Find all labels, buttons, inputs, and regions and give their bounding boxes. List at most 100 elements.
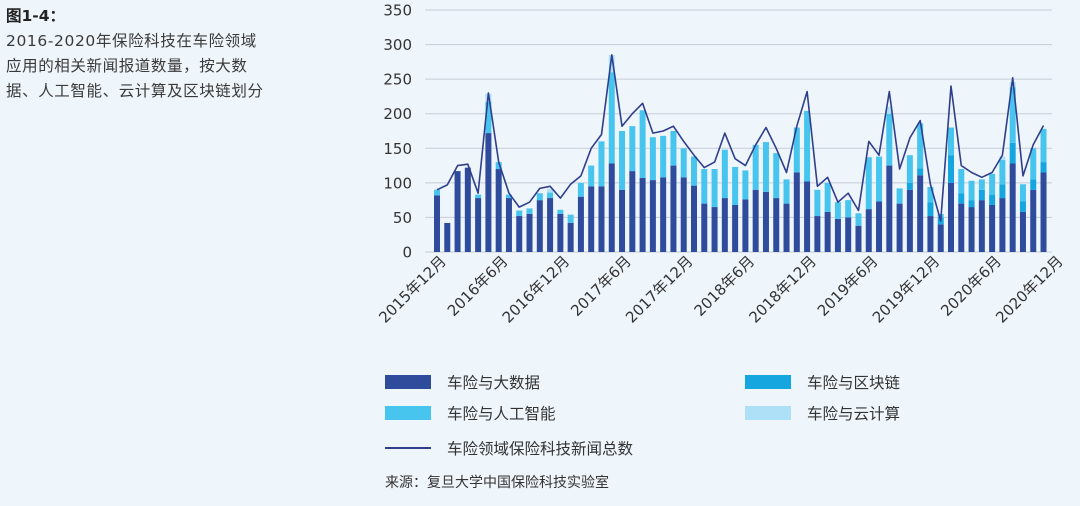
bar-big_data-41 bbox=[855, 225, 862, 252]
y-tick-label-150: 150 bbox=[383, 140, 412, 158]
bar-big_data-34 bbox=[783, 203, 790, 252]
bar-ai-58 bbox=[1030, 148, 1037, 180]
bar-ai-6 bbox=[495, 162, 502, 170]
figure-description-line-2: 应用的相关新闻报道数量，按大数 bbox=[6, 57, 248, 75]
bar-big_data-42 bbox=[865, 209, 872, 252]
bar-ai-42 bbox=[865, 157, 872, 210]
legend-swatch-cloud bbox=[745, 406, 791, 420]
legend-swatch-blockchain bbox=[745, 375, 791, 389]
bar-big_data-24 bbox=[680, 177, 687, 252]
bar-ai-16 bbox=[598, 141, 605, 187]
y-tick-label-200: 200 bbox=[383, 105, 412, 123]
bar-blockchain-51 bbox=[958, 193, 965, 204]
bar-ai-26 bbox=[701, 169, 708, 204]
bar-big_data-59 bbox=[1040, 172, 1047, 252]
bar-ai-5 bbox=[485, 101, 492, 134]
bar-cloud-55 bbox=[999, 156, 1006, 161]
bar-ai-20 bbox=[639, 110, 646, 179]
legend-label-big_data: 车险与大数据 bbox=[447, 374, 540, 392]
gridlines bbox=[425, 9, 1052, 253]
x-tick-label-30: 2018年6月 bbox=[691, 252, 759, 320]
bar-big_data-3 bbox=[464, 167, 471, 252]
bar-big_data-51 bbox=[958, 203, 965, 252]
bar-ai-41 bbox=[855, 213, 862, 226]
bar-ai-4 bbox=[475, 194, 482, 199]
bar-ai-15 bbox=[588, 165, 595, 187]
bar-blockchain-55 bbox=[999, 184, 1006, 199]
bar-big_data-38 bbox=[824, 211, 831, 252]
bar-big_data-6 bbox=[495, 169, 502, 252]
bar-big_data-36 bbox=[804, 181, 811, 252]
bar-big_data-45 bbox=[896, 203, 903, 252]
bar-big_data-48 bbox=[927, 216, 934, 252]
bar-big_data-43 bbox=[876, 201, 883, 252]
bar-big_data-50 bbox=[948, 182, 954, 252]
bar-big_data-8 bbox=[516, 216, 523, 252]
bar-big_data-31 bbox=[752, 189, 759, 252]
x-axis-tick-labels: 2015年12月2016年6月2016年12月2017年6月2017年12月20… bbox=[375, 252, 1066, 326]
bar-ai-34 bbox=[783, 179, 790, 204]
x-tick-label-0: 2015年12月 bbox=[375, 252, 449, 326]
bar-big_data-56 bbox=[1009, 163, 1016, 252]
total-news-line bbox=[436, 54, 1045, 222]
bar-big_data-18 bbox=[619, 189, 626, 252]
bar-big_data-10 bbox=[536, 200, 543, 252]
x-tick-label-54: 2020年6月 bbox=[937, 252, 1005, 320]
bar-ai-8 bbox=[516, 210, 523, 217]
bar-ai-56 bbox=[1009, 87, 1016, 143]
bar-big_data-52 bbox=[968, 207, 975, 252]
y-tick-label-300: 300 bbox=[383, 36, 412, 54]
bar-ai-35 bbox=[793, 127, 800, 173]
legend-swatch-big_data bbox=[385, 375, 431, 389]
bar-ai-57 bbox=[1019, 184, 1026, 202]
bar-ai-18 bbox=[619, 131, 626, 190]
bar-big_data-25 bbox=[691, 185, 697, 252]
y-axis-tick-labels: 0 50 100 150 200 250 300 350 bbox=[383, 2, 412, 262]
bar-ai-36 bbox=[804, 110, 811, 182]
bar-ai-45 bbox=[896, 188, 903, 204]
bar-big_data-9 bbox=[526, 213, 533, 252]
bar-big_data-57 bbox=[1019, 211, 1026, 252]
total-line bbox=[436, 54, 1045, 222]
bar-ai-17 bbox=[608, 72, 615, 164]
bar-ai-0 bbox=[434, 189, 440, 196]
bar-ai-22 bbox=[660, 135, 667, 178]
bar-big_data-55 bbox=[999, 198, 1006, 252]
y-tick-label-0: 0 bbox=[402, 244, 412, 262]
bar-big_data-29 bbox=[732, 204, 739, 252]
bar-ai-33 bbox=[773, 153, 780, 199]
bar-blockchain-59 bbox=[1040, 162, 1047, 173]
bar-big_data-12 bbox=[557, 213, 564, 252]
bars bbox=[434, 54, 1047, 252]
bar-big_data-14 bbox=[577, 196, 584, 252]
bar-big_data-7 bbox=[505, 198, 512, 252]
bar-big_data-39 bbox=[834, 218, 841, 252]
bar-blockchain-46 bbox=[906, 182, 913, 190]
bar-big_data-35 bbox=[793, 172, 800, 252]
bar-ai-9 bbox=[526, 208, 533, 214]
bar-ai-14 bbox=[577, 182, 584, 197]
bar-ai-48 bbox=[927, 187, 934, 203]
bar-ai-10 bbox=[536, 193, 543, 201]
figure-description-line-1: 2016-2020年保险科技在车险领域 bbox=[6, 32, 257, 50]
bar-blockchain-58 bbox=[1030, 179, 1037, 190]
bar-big_data-17 bbox=[608, 163, 615, 252]
bar-big_data-49 bbox=[937, 224, 944, 252]
bar-big_data-44 bbox=[886, 165, 893, 252]
bar-blockchain-50 bbox=[948, 155, 954, 183]
bar-big_data-16 bbox=[598, 186, 605, 252]
bar-blockchain-56 bbox=[1009, 142, 1016, 164]
bar-ai-23 bbox=[670, 131, 677, 166]
bar-big_data-23 bbox=[670, 165, 677, 252]
bar-ai-51 bbox=[958, 169, 965, 194]
bar-big_data-15 bbox=[588, 186, 595, 252]
bar-ai-30 bbox=[742, 170, 749, 200]
figure-description-line-3: 据、人工智能、云计算及区块链划分 bbox=[6, 82, 264, 100]
bar-ai-53 bbox=[978, 179, 985, 190]
bar-ai-11 bbox=[547, 192, 554, 199]
x-tick-label-42: 2019年6月 bbox=[814, 252, 882, 320]
bar-ai-38 bbox=[824, 182, 831, 212]
bar-ai-47 bbox=[917, 123, 924, 169]
bar-ai-24 bbox=[680, 148, 687, 178]
bar-ai-32 bbox=[762, 142, 769, 192]
